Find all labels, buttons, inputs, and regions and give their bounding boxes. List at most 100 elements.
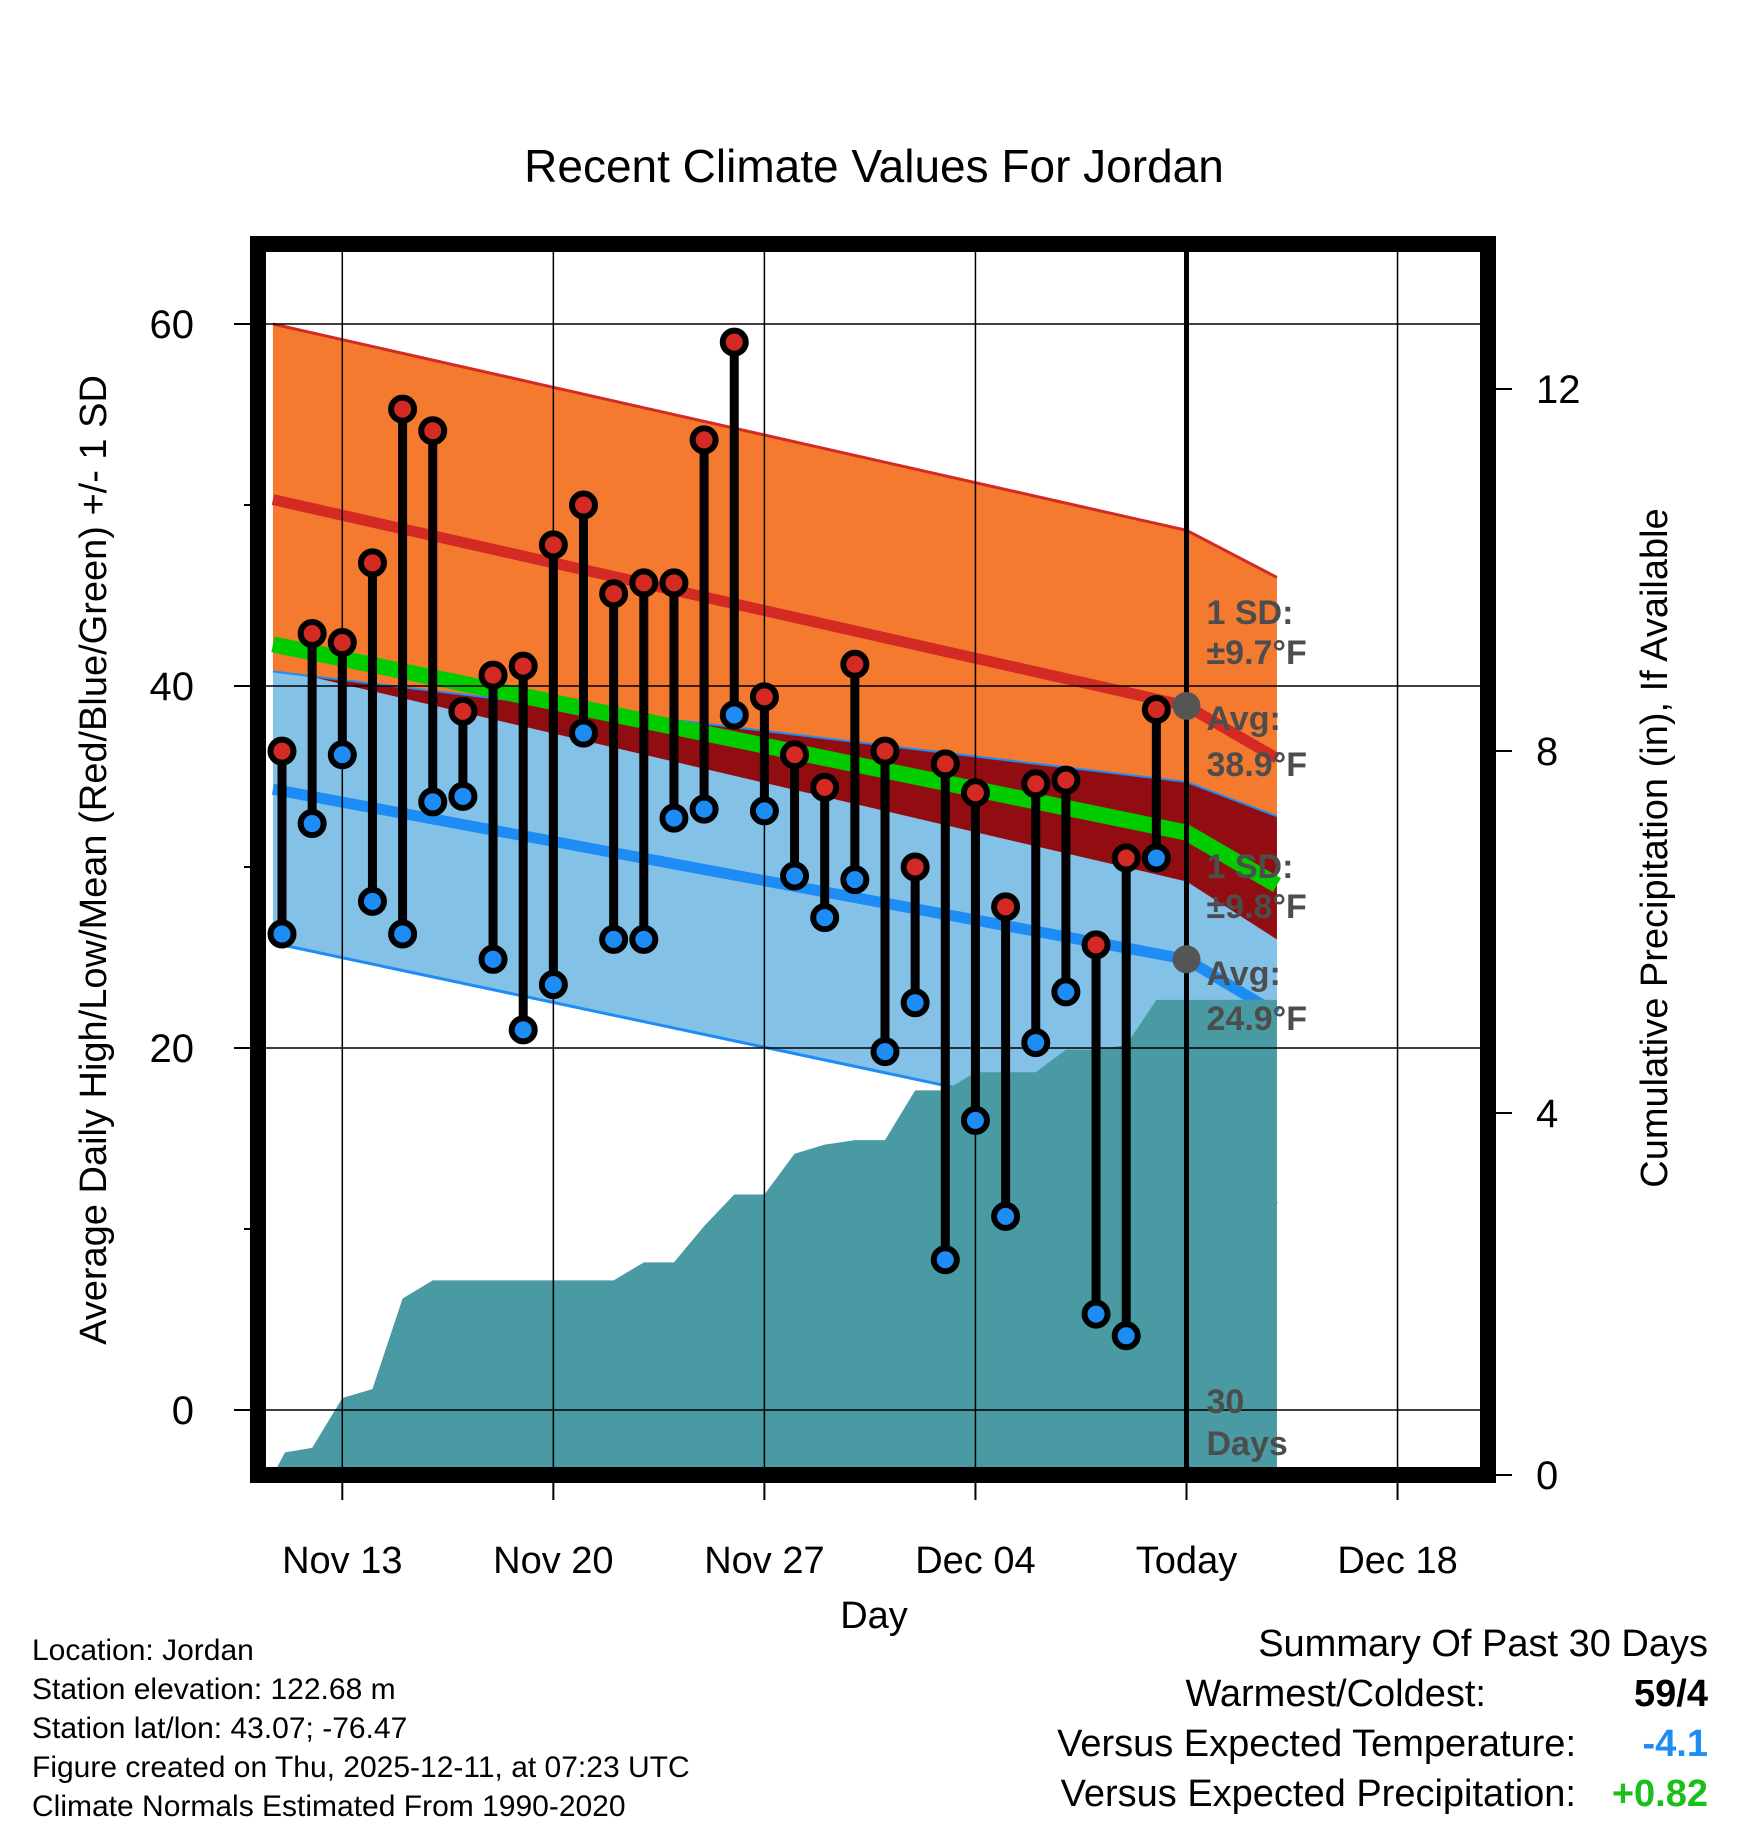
daily-high-point bbox=[689, 425, 719, 455]
daily-low-point bbox=[1141, 843, 1171, 873]
daily-low-point bbox=[297, 809, 327, 839]
y-tick-label-right: 0 bbox=[1536, 1454, 1558, 1498]
daily-low-point bbox=[478, 944, 508, 974]
daily-low-point bbox=[357, 886, 387, 916]
daily-low-point bbox=[629, 924, 659, 954]
x-tick-label: Nov 27 bbox=[704, 1540, 824, 1582]
daily-low-point bbox=[508, 1015, 538, 1045]
daily-high-point bbox=[297, 619, 327, 649]
x-tick-label: Nov 20 bbox=[493, 1540, 613, 1582]
daily-low-point bbox=[418, 787, 448, 817]
daily-high-point bbox=[1111, 843, 1141, 873]
daily-high-point bbox=[508, 651, 538, 681]
daily-high-point bbox=[960, 778, 990, 808]
daily-low-point bbox=[840, 865, 870, 895]
daily-low-point bbox=[900, 988, 930, 1018]
high-sd-label: 1 SD: bbox=[1207, 594, 1294, 632]
created-text: Figure created on Thu, 2025-12-11, at 07… bbox=[32, 1751, 690, 1784]
daily-low-point bbox=[780, 861, 810, 891]
daily-low-point bbox=[870, 1037, 900, 1067]
daily-low-point bbox=[327, 740, 357, 770]
daily-series bbox=[267, 327, 1171, 1351]
daily-high-point bbox=[327, 628, 357, 658]
summary-panel: Summary Of Past 30 Days Warmest/Coldest:… bbox=[908, 1619, 1708, 1819]
low-avg-marker bbox=[1172, 945, 1201, 974]
x-tick-label: Dec 04 bbox=[915, 1540, 1035, 1582]
daily-low-point bbox=[1051, 977, 1081, 1007]
daily-high-point bbox=[357, 548, 387, 578]
days-unit-label: Days bbox=[1207, 1425, 1288, 1463]
daily-high-point bbox=[1141, 695, 1171, 725]
summary-title: Summary Of Past 30 Days bbox=[1258, 1623, 1708, 1665]
daily-high-point bbox=[388, 394, 418, 424]
summary-row-precipitation: Versus Expected Precipitation: +0.82 bbox=[908, 1769, 1708, 1819]
low-sd-label: 1 SD: bbox=[1207, 848, 1294, 886]
daily-high-point bbox=[930, 749, 960, 779]
high-sd-value: ±9.7°F bbox=[1207, 634, 1307, 672]
daily-low-point bbox=[930, 1245, 960, 1275]
daily-high-point bbox=[900, 852, 930, 882]
daily-low-point bbox=[991, 1201, 1021, 1231]
daily-low-point bbox=[388, 919, 418, 949]
daily-high-point bbox=[749, 682, 779, 712]
daily-high-point bbox=[719, 327, 749, 357]
y-tick-label-left: 0 bbox=[172, 1389, 194, 1433]
high-avg-marker bbox=[1172, 691, 1201, 720]
x-tick-label: Nov 13 bbox=[282, 1540, 402, 1582]
precipitation-label: Versus Expected Precipitation: bbox=[1060, 1773, 1576, 1815]
high-avg-value: 38.9°F bbox=[1207, 746, 1308, 784]
daily-high-point bbox=[1021, 769, 1051, 799]
daily-low-point bbox=[267, 919, 297, 949]
low-avg-value: 24.9°F bbox=[1207, 1000, 1308, 1038]
latlon-text: Station lat/lon: 43.07; -76.47 bbox=[32, 1712, 408, 1745]
y-axis-label-left: Average Daily High/Low/Mean (Red/Blue/Gr… bbox=[73, 375, 115, 1345]
daily-high-point bbox=[538, 530, 568, 560]
daily-low-point bbox=[1021, 1028, 1051, 1058]
plot-border bbox=[250, 236, 1496, 1483]
y-tick-label-left: 60 bbox=[150, 303, 195, 347]
daily-high-point bbox=[1051, 765, 1081, 795]
daily-low-point bbox=[749, 796, 779, 826]
warmest-coldest-value: 59/4 bbox=[1634, 1673, 1708, 1715]
high-avg-label: Avg: bbox=[1207, 700, 1281, 738]
daily-high-point bbox=[629, 568, 659, 598]
daily-low-point bbox=[960, 1105, 990, 1135]
temperature-value: -4.1 bbox=[1642, 1723, 1708, 1765]
x-tick-label: Dec 18 bbox=[1337, 1540, 1457, 1582]
daily-high-point bbox=[659, 568, 689, 598]
daily-high-point bbox=[870, 736, 900, 766]
temperature-label: Versus Expected Temperature: bbox=[1057, 1723, 1576, 1765]
x-axis-label: Day bbox=[840, 1595, 908, 1637]
elevation-text: Station elevation: 122.68 m bbox=[32, 1673, 396, 1706]
daily-high-point bbox=[569, 490, 598, 520]
daily-low-point bbox=[1111, 1321, 1141, 1351]
daily-high-point bbox=[780, 740, 810, 770]
plot-frame bbox=[250, 236, 1496, 1483]
daily-low-point bbox=[538, 970, 568, 1000]
daily-low-point bbox=[659, 803, 689, 833]
y-tick-label-left: 40 bbox=[150, 665, 195, 709]
daily-high-point bbox=[418, 416, 448, 446]
low-avg-label: Avg: bbox=[1207, 955, 1281, 993]
precipitation-area bbox=[276, 999, 1277, 1469]
daily-low-point bbox=[448, 781, 478, 811]
warmest-coldest-label: Warmest/Coldest: bbox=[1185, 1673, 1486, 1715]
low-sd-value: ±9.8°F bbox=[1207, 888, 1307, 926]
daily-low-point bbox=[1081, 1299, 1111, 1329]
daily-low-point bbox=[599, 924, 629, 954]
location-text: Location: Jordan bbox=[32, 1634, 254, 1667]
daily-high-point bbox=[840, 649, 870, 679]
daily-low-point bbox=[719, 700, 749, 730]
precipitation-value: +0.82 bbox=[1611, 1773, 1708, 1815]
y-axis-label-right: Cumulative Precipitation (in), If Availa… bbox=[1634, 508, 1676, 1187]
y-tick-label-right: 8 bbox=[1536, 730, 1558, 774]
daily-high-point bbox=[599, 579, 629, 609]
station-info: Location: Jordan Station elevation: 122.… bbox=[32, 1631, 690, 1826]
axes: 0 20 40 60 0 4 8 12 Nov 13 Nov 20 Nov 27 Dec 04 Toda… bbox=[150, 303, 1581, 1582]
daily-high-point bbox=[810, 772, 840, 802]
x-tick-label: Today bbox=[1136, 1540, 1237, 1582]
daily-high-point bbox=[991, 892, 1021, 922]
summary-row-warmest: Warmest/Coldest: 59/4 bbox=[908, 1669, 1708, 1719]
